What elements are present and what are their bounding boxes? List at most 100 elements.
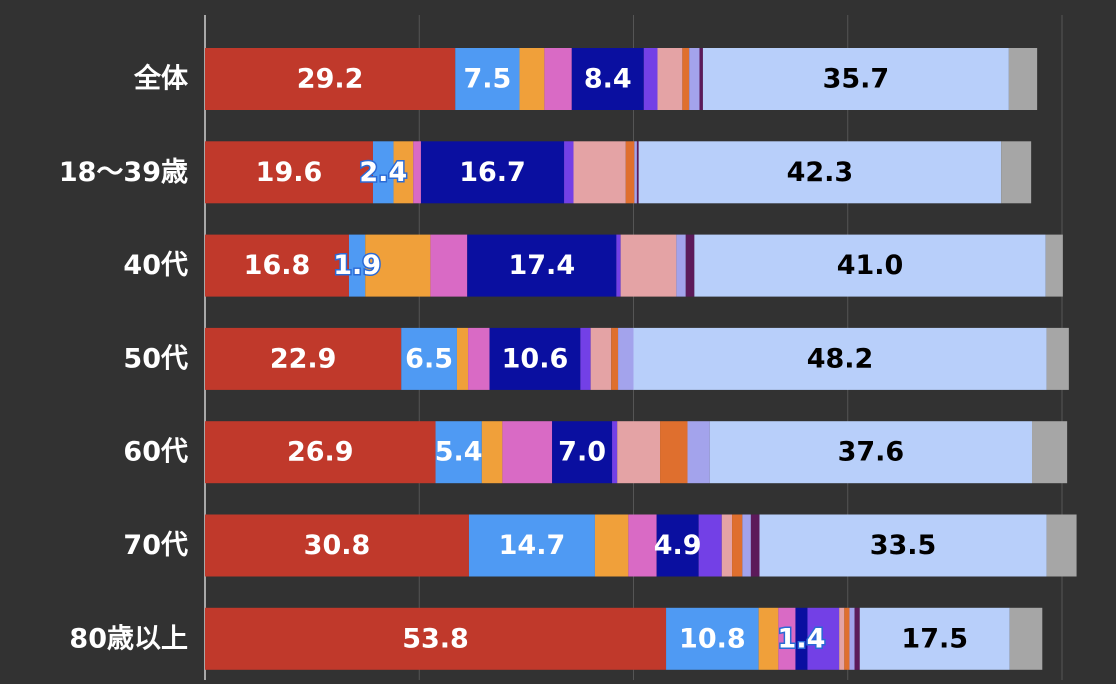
- data-label: 48.2: [807, 343, 874, 374]
- category-label: 18〜39歳: [59, 157, 188, 188]
- bar-segment: [694, 234, 1046, 297]
- bar-segment: [854, 607, 860, 670]
- data-label: 10.6: [502, 343, 569, 374]
- data-label: 14.7: [499, 530, 566, 561]
- bar-segment: [1008, 48, 1038, 110]
- bar-segment: [616, 234, 621, 297]
- bar-segment: [807, 607, 840, 670]
- bar-segment: [620, 234, 677, 297]
- data-label: 5.4: [435, 437, 483, 468]
- bar-segment: [590, 327, 612, 390]
- category-label: 80歳以上: [69, 623, 188, 654]
- bar-segment: [468, 514, 595, 577]
- bar-segment: [1009, 607, 1043, 670]
- bar-segment: [742, 514, 751, 577]
- bar-segment: [849, 607, 855, 670]
- bar-segment: [859, 607, 1010, 670]
- data-label: 53.8: [402, 623, 469, 654]
- bar-segment: [617, 421, 661, 484]
- bar-segment: [456, 327, 469, 390]
- data-label: 8.4: [584, 64, 632, 95]
- data-label: 19.6: [256, 157, 323, 188]
- data-label: 16.8: [244, 250, 311, 281]
- bar-segment: [844, 607, 850, 670]
- bar-segment: [676, 234, 686, 297]
- bar-segment: [795, 607, 808, 670]
- bar-segment: [205, 141, 373, 204]
- bar-segment: [205, 234, 349, 297]
- bar-segment: [1001, 141, 1032, 204]
- bar-segment: [519, 48, 545, 110]
- bar-segment: [636, 141, 639, 204]
- bar-segment: [580, 327, 591, 390]
- bar-segment: [732, 514, 743, 577]
- bar-segment: [611, 327, 619, 390]
- bar-segment: [656, 514, 699, 577]
- bar-segment: [1046, 514, 1077, 577]
- category-label: 全体: [133, 63, 189, 95]
- bar-segment: [571, 48, 644, 110]
- bar-segment: [430, 234, 468, 297]
- data-label: 6.5: [405, 343, 453, 374]
- bar-segment: [758, 607, 779, 670]
- category-label: 60代: [123, 437, 188, 468]
- category-label: 70代: [123, 530, 188, 561]
- bar-segment: [633, 327, 1047, 390]
- bar-segment: [372, 141, 394, 204]
- bar-segment: [685, 234, 695, 297]
- bar-segment: [778, 607, 796, 670]
- data-label: 22.9: [270, 343, 337, 374]
- bar-segment: [348, 234, 366, 297]
- bar-segment: [618, 327, 634, 390]
- data-label: 7.0: [558, 437, 606, 468]
- category-label: 40代: [123, 250, 188, 281]
- bar-segment: [205, 607, 667, 670]
- data-label: 7.5: [463, 64, 511, 95]
- bar-segment: [467, 234, 617, 297]
- data-label: 35.7: [823, 64, 890, 95]
- bar-segment: [660, 421, 688, 484]
- bar-segment: [205, 421, 436, 484]
- bar-segment: [702, 48, 1009, 110]
- bar-segment: [682, 48, 690, 110]
- bar-segment: [1046, 327, 1069, 390]
- data-label: 41.0: [837, 250, 904, 281]
- data-label: 26.9: [287, 437, 354, 468]
- bar-segment: [420, 141, 565, 204]
- bar-segment: [401, 327, 457, 390]
- bar-segment: [435, 421, 482, 484]
- data-label: 33.5: [870, 530, 937, 561]
- bar-segment: [502, 421, 553, 484]
- data-label: 42.3: [787, 157, 854, 188]
- bar-segment: [628, 514, 657, 577]
- bar-segment: [489, 327, 581, 390]
- data-label: 2.4: [359, 157, 407, 188]
- bar-segment: [564, 141, 574, 204]
- data-label: 1.9: [333, 250, 381, 281]
- bar-segment: [750, 514, 760, 577]
- data-label: 30.8: [304, 530, 371, 561]
- bar-segment: [365, 234, 431, 297]
- data-label: 17.5: [901, 623, 968, 654]
- bar-segment: [634, 141, 637, 204]
- data-label: 1.4: [778, 623, 826, 654]
- bar-segment: [544, 48, 572, 110]
- bar-segment: [468, 327, 490, 390]
- bar-segment: [839, 607, 845, 670]
- bar-segment: [481, 421, 503, 484]
- bar-segment: [205, 48, 456, 110]
- bar-segment: [643, 48, 658, 110]
- bar-segment: [1032, 421, 1068, 484]
- data-label: 37.6: [838, 437, 905, 468]
- bar-segment: [759, 514, 1047, 577]
- bar-segment: [205, 514, 469, 577]
- bar-segment: [721, 514, 733, 577]
- data-label: 10.8: [679, 623, 746, 654]
- bar-segment: [689, 48, 700, 110]
- bar-segment: [709, 421, 1033, 484]
- bar-segment: [413, 141, 421, 204]
- bar-segment: [205, 327, 402, 390]
- bar-segment: [657, 48, 683, 110]
- bar-segment: [638, 141, 1002, 204]
